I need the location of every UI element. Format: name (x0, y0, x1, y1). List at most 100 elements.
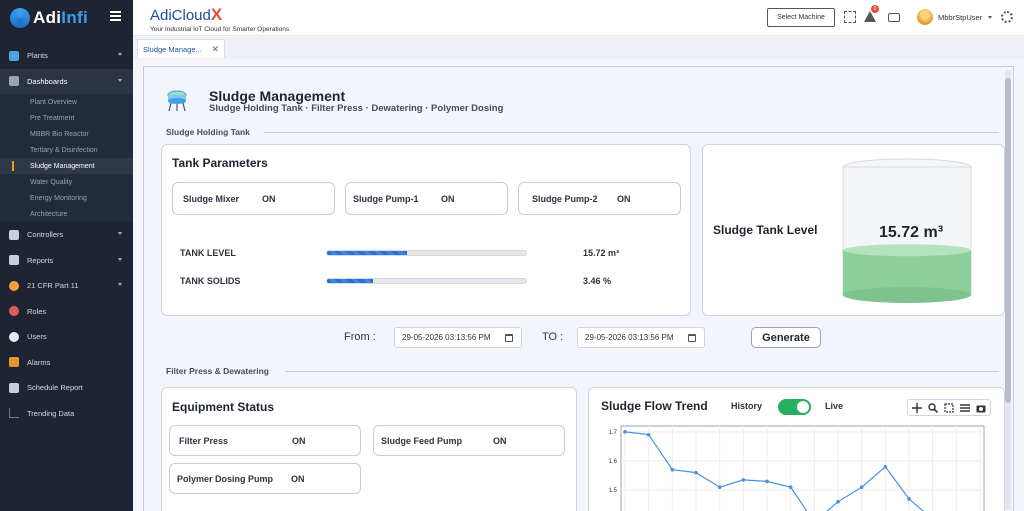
submenu-item-label: Sludge Management (30, 162, 95, 170)
scrollbar-thumb[interactable] (1005, 78, 1011, 403)
sidebar-item-label: Roles (27, 306, 47, 316)
y-tick-label: 1.7 (609, 430, 618, 436)
history-live-toggle[interactable] (778, 399, 811, 415)
hamburger-menu-icon[interactable] (110, 11, 121, 21)
section-label-filter-press: Filter Press & Dewatering (166, 366, 269, 376)
menu-icon[interactable] (960, 403, 970, 413)
tab-sludge-management[interactable]: Sludge Manage... ✕ (137, 39, 225, 58)
tank-solids-progress (326, 278, 527, 284)
sidebar-item-schedule-report[interactable]: Schedule Report (0, 375, 133, 401)
tab-bar: Sludge Manage... ✕ (133, 37, 1024, 59)
submenu-item-water-quality[interactable]: Water Quality (0, 174, 133, 190)
data-point (788, 485, 793, 489)
brand-name-prefix: Adi (33, 8, 62, 27)
trend-icon (9, 408, 19, 419)
status-value: ON (291, 473, 305, 484)
submenu-item-architecture[interactable]: Architecture (0, 206, 133, 222)
notification-bell-icon[interactable] (864, 11, 876, 22)
plant-icon (9, 50, 19, 61)
tank-solids-progress-fill (327, 279, 373, 283)
card-title: Tank Parameters (172, 156, 268, 170)
gear-icon[interactable] (1001, 11, 1013, 23)
username[interactable]: MbbrStpUser (938, 13, 983, 22)
logo-name: AdiCloud (150, 7, 211, 24)
fullscreen-icon[interactable] (844, 11, 856, 23)
sidebar-item-label: Reports (27, 255, 54, 265)
equipment-status-card: Equipment Status Filter Press ON Sludge … (161, 387, 577, 511)
submenu-item-tertiary-disinfection[interactable]: Tertiary & Disinfection (0, 142, 133, 158)
to-label: TO : (542, 331, 564, 343)
chart-toolbar (907, 399, 991, 416)
data-point (623, 430, 627, 434)
submenu-item-label: Plant Overview (30, 98, 78, 106)
zoom-reset-icon[interactable] (944, 402, 954, 413)
avatar[interactable] (917, 9, 933, 25)
sidebar-item-trending-data[interactable]: Trending Data (0, 401, 133, 427)
tab-label: Sludge Manage... (143, 44, 202, 54)
alarm-icon (9, 357, 19, 368)
tank-level-progress (326, 250, 527, 256)
sidebar-item-users[interactable]: Users (0, 324, 133, 350)
chevron-down-icon (118, 78, 122, 82)
sludge-flow-trend-card: Sludge Flow Trend History Live 1.7 1.6 1.5… (588, 387, 1005, 511)
calendar-icon[interactable] (688, 334, 696, 342)
vertical-scrollbar[interactable] (1005, 70, 1011, 510)
status-label: Polymer Dosing Pump (177, 473, 274, 484)
chevron-down-icon (118, 53, 122, 56)
tank-level-value: 15.72 m³ (879, 224, 944, 241)
submenu-item-label: Architecture (30, 210, 68, 218)
plot-area (620, 425, 985, 511)
sidebar-item-roles[interactable]: Roles (0, 299, 133, 325)
top-header: AdiCloudX Your Industrial IoT Cloud for … (133, 0, 1024, 36)
card-title: Sludge Flow Trend (601, 399, 708, 413)
chevron-down-icon[interactable] (988, 16, 992, 19)
data-point (741, 478, 746, 482)
chevron-down-icon (118, 283, 122, 286)
pan-icon[interactable] (912, 402, 922, 413)
status-sludge-feed-pump: Sludge Feed Pump ON (373, 425, 565, 456)
data-point (883, 465, 888, 469)
zoom-in-icon[interactable] (928, 402, 938, 413)
sidebar-item-label: Dashboards (27, 76, 68, 86)
from-date-input[interactable]: 29-05-2026 03:13:56 PM (394, 327, 522, 348)
calendar-icon[interactable] (505, 334, 513, 342)
submenu-item-sludge-management[interactable]: Sludge Management (0, 158, 133, 174)
sidebar-item-plants[interactable]: Plants (0, 43, 133, 69)
sidebar-item-reports[interactable]: Reports (0, 248, 133, 274)
select-machine-button[interactable]: Select Machine (767, 8, 835, 27)
sidebar-item-label: Schedule Report (27, 383, 83, 393)
notification-badge: 0 (871, 5, 879, 13)
sidebar-item-dashboards[interactable]: Dashboards (0, 68, 133, 94)
tank-level-card: Sludge Tank Level 15.72 m³ (702, 144, 1005, 316)
status-label: Filter Press (179, 435, 229, 446)
from-label: From : (344, 331, 376, 343)
sidebar-item-alarms[interactable]: Alarms (0, 350, 133, 376)
param-label-tank-solids: TANK SOLIDS (180, 276, 241, 286)
status-label: Sludge Mixer (183, 193, 240, 204)
network-icon[interactable] (888, 13, 900, 22)
submenu-item-label: MBBR Bio Reactor (30, 130, 89, 138)
status-label: Sludge Pump-1 (353, 193, 419, 204)
history-label: History (731, 401, 763, 411)
submenu-item-energy-monitoring[interactable]: Energy Monitoring (0, 190, 133, 206)
data-point (717, 485, 722, 489)
sidebar-item-21-cfr-part-11[interactable]: 21 CFR Part 11 (0, 273, 133, 299)
camera-icon[interactable] (976, 403, 986, 413)
generate-button[interactable]: Generate (751, 327, 821, 348)
data-point (765, 479, 769, 484)
submenu-item-pre-treatment[interactable]: Pre Treatment (0, 110, 133, 126)
to-date-value: 29-05-2026 03:13:56 PM (585, 333, 674, 342)
sidebar-item-controllers[interactable]: Controllers (0, 222, 133, 248)
sidebar-item-label: 21 CFR Part 11 (27, 281, 79, 291)
param-value-tank-solids: 3.46 % (583, 276, 612, 286)
data-point (836, 499, 840, 504)
submenu-item-mbbr-bio-reactor[interactable]: MBBR Bio Reactor (0, 126, 133, 142)
close-icon[interactable]: ✕ (211, 44, 219, 54)
submenu-item-label: Energy Monitoring (30, 194, 87, 202)
to-date-input[interactable]: 29-05-2026 03:13:56 PM (577, 327, 705, 348)
submenu-item-plant-overview[interactable]: Plant Overview (0, 94, 133, 110)
param-label-tank-level: TANK LEVEL (180, 248, 236, 258)
tank-parameters-card: Tank Parameters Sludge Mixer ON Sludge P… (161, 144, 691, 316)
section-label-holding-tank: Sludge Holding Tank (166, 127, 250, 137)
section-divider (264, 132, 999, 133)
